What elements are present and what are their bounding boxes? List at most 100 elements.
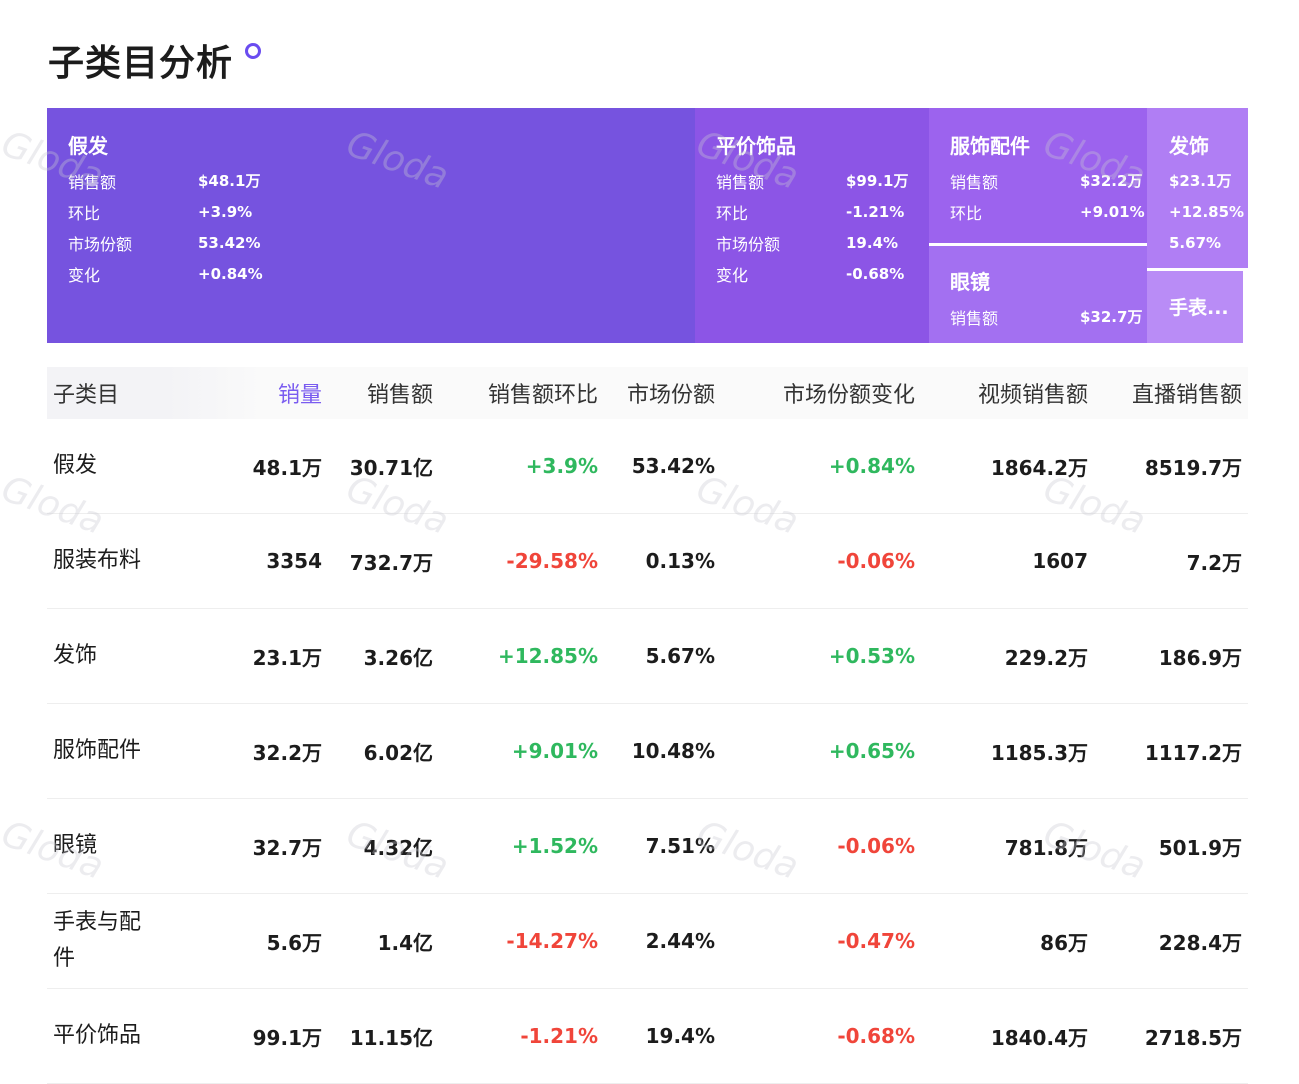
cell-share-change: -0.06% <box>837 834 915 858</box>
table-body: 假发 48.1万 30.71亿 +3.9% 53.42% +0.84% 1864.2万 851… <box>47 419 1248 1084</box>
tile-value: +12.85% <box>1169 202 1245 221</box>
tile-name: 平价饰品 <box>716 134 796 158</box>
tile-name: 服饰配件 <box>950 134 1030 158</box>
tile-label: 变化 <box>716 265 749 285</box>
tile-name: 发饰 <box>1169 134 1209 158</box>
subcategory-table: 子类目 销量 销售额 销售额环比 市场份额 市场份额变化 视频销售额 直播销售额… <box>47 367 1248 1084</box>
cell-live-sales: 7.2万 <box>1186 550 1242 575</box>
tile-value: 5.67% <box>1169 233 1222 252</box>
cell-live-sales: 8519.7万 <box>1144 455 1242 480</box>
tile-name: 手表... <box>1169 297 1229 319</box>
info-icon[interactable] <box>245 43 262 59</box>
tile-label: 市场份额 <box>68 234 133 254</box>
tile-value: +9.01% <box>1080 202 1145 221</box>
tile-label: 销售额 <box>950 308 999 328</box>
table-row[interactable]: 服饰配件 32.2万 6.02亿 +9.01% 10.48% +0.65% 1185.3万 1… <box>47 704 1248 799</box>
cell-sales: 6.02亿 <box>363 740 433 765</box>
col-header-live-sales[interactable]: 直播销售额 <box>1131 383 1242 408</box>
tile-name: 假发 <box>68 134 108 158</box>
treemap: 假发 销售额 $48.1万 环比 +3.9% 市场份额 53.42% 变化 +0.84%… <box>47 108 1248 343</box>
cell-sales: 1.4亿 <box>377 930 433 955</box>
cell-sales-mom: +1.52% <box>511 834 598 858</box>
col-header-market-share[interactable]: 市场份额 <box>626 383 715 408</box>
cell-sales: 30.71亿 <box>349 455 433 480</box>
tile-label: 市场份额 <box>716 234 781 254</box>
cell-video-sales: 1864.2万 <box>990 455 1088 480</box>
tile-label: 环比 <box>950 203 983 223</box>
col-header-volume[interactable]: 销量 <box>277 383 322 408</box>
tile-value: $48.1万 <box>198 172 261 190</box>
tile-value: 19.4% <box>846 233 899 252</box>
tile-label: 销售额 <box>68 172 117 192</box>
table-row[interactable]: 平价饰品 99.1万 11.15亿 -1.21% 19.4% -0.68% 1840.4万 2… <box>47 989 1248 1084</box>
tile-label: 环比 <box>716 203 749 223</box>
cell-market-share: 7.51% <box>645 834 715 858</box>
treemap-tile-jewelry[interactable]: 平价饰品 销售额 $99.1万 环比 -1.21% 市场份额 19.4% 变化 -0.6… <box>695 108 929 343</box>
col-header-sales[interactable]: 销售额 <box>366 383 433 408</box>
treemap-tile-glasses[interactable]: 眼镜 销售额 $32.7万 <box>929 246 1147 343</box>
table-row[interactable]: 手表与配件 5.6万 1.4亿 -14.27% 2.44% -0.47% 86万 228.4万 <box>47 894 1248 989</box>
col-header-share-change[interactable]: 市场份额变化 <box>782 383 915 408</box>
cell-live-sales: 228.4万 <box>1158 930 1242 955</box>
cell-share-change: +0.84% <box>828 454 915 478</box>
cell-market-share: 0.13% <box>645 549 715 573</box>
table-header: 子类目 销量 销售额 销售额环比 市场份额 市场份额变化 视频销售额 直播销售额 <box>47 367 1248 419</box>
cell-share-change: +0.53% <box>828 644 915 668</box>
treemap-tile-watches[interactable]: 手表... <box>1147 271 1243 343</box>
cell-video-sales: 1840.4万 <box>990 1025 1088 1050</box>
cell-volume: 3354 <box>266 549 322 573</box>
cell-share-change: -0.47% <box>837 929 915 953</box>
cell-subcategory: 假发 <box>53 453 98 478</box>
cell-volume: 32.7万 <box>252 835 322 860</box>
treemap-tile-accessories[interactable]: 服饰配件 销售额 $32.2万 环比 +9.01% <box>929 108 1147 243</box>
tile-value: -0.68% <box>846 264 905 283</box>
cell-market-share: 10.48% <box>631 739 715 763</box>
cell-share-change: +0.65% <box>828 739 915 763</box>
cell-sales: 732.7万 <box>349 550 433 575</box>
col-header-video-sales[interactable]: 视频销售额 <box>977 383 1088 408</box>
tile-value: $32.2万 <box>1080 172 1143 190</box>
cell-subcategory: 眼镜 <box>53 833 98 858</box>
cell-live-sales: 1117.2万 <box>1144 740 1242 765</box>
cell-live-sales: 501.9万 <box>1158 835 1242 860</box>
cell-sales-mom: -1.21% <box>520 1024 598 1048</box>
cell-video-sales: 86万 <box>1040 930 1088 955</box>
treemap-tile-hair-accessories[interactable]: 发饰 $23.1万 +12.85% 5.67% <box>1147 108 1248 268</box>
tile-label: 环比 <box>68 203 101 223</box>
col-header-subcategory: 子类目 <box>53 383 120 408</box>
page-title-text: 子类目分析 <box>48 43 234 84</box>
table-row[interactable]: 眼镜 32.7万 4.32亿 +1.52% 7.51% -0.06% 781.8万 501.9… <box>47 799 1248 894</box>
col-header-sales-mom[interactable]: 销售额环比 <box>487 383 598 408</box>
page-title: 子类目分析 <box>48 34 262 86</box>
cell-video-sales: 1607 <box>1032 549 1088 573</box>
tile-label: 变化 <box>68 265 101 285</box>
cell-volume: 5.6万 <box>266 930 322 955</box>
cell-subcategory: 服饰配件 <box>53 738 142 763</box>
cell-video-sales: 781.8万 <box>1004 835 1088 860</box>
treemap-tile-wigs[interactable]: 假发 销售额 $48.1万 环比 +3.9% 市场份额 53.42% 变化 +0.84% <box>47 108 695 343</box>
cell-sales-mom: +12.85% <box>497 644 598 668</box>
tile-value: -1.21% <box>846 202 905 221</box>
cell-sales-mom: +3.9% <box>525 454 598 478</box>
cell-sales-mom: +9.01% <box>511 739 598 763</box>
table-row[interactable]: 假发 48.1万 30.71亿 +3.9% 53.42% +0.84% 1864.2万 851… <box>47 419 1248 514</box>
cell-subcategory: 平价饰品 <box>53 1023 142 1048</box>
cell-subcategory: 手表与配件 <box>53 910 142 971</box>
tile-name: 眼镜 <box>950 270 990 294</box>
cell-live-sales: 186.9万 <box>1158 645 1242 670</box>
cell-share-change: -0.68% <box>837 1024 915 1048</box>
table-row[interactable]: 服装布料 3354 732.7万 -29.58% 0.13% -0.06% 1607 7.2万 <box>47 514 1248 609</box>
cell-market-share: 2.44% <box>645 929 715 953</box>
cell-market-share: 19.4% <box>645 1024 715 1048</box>
tile-value: $99.1万 <box>846 172 909 190</box>
cell-subcategory: 服装布料 <box>53 548 142 573</box>
tile-value: +3.9% <box>198 202 253 221</box>
cell-market-share: 5.67% <box>645 644 715 668</box>
cell-volume: 32.2万 <box>252 740 322 765</box>
cell-sales-mom: -14.27% <box>506 929 598 953</box>
table-row[interactable]: 发饰 23.1万 3.26亿 +12.85% 5.67% +0.53% 229.2万 186.… <box>47 609 1248 704</box>
tile-value: $23.1万 <box>1169 172 1232 190</box>
cell-market-share: 53.42% <box>631 454 715 478</box>
tile-label: 销售额 <box>950 172 999 192</box>
tile-value: 53.42% <box>198 233 261 252</box>
